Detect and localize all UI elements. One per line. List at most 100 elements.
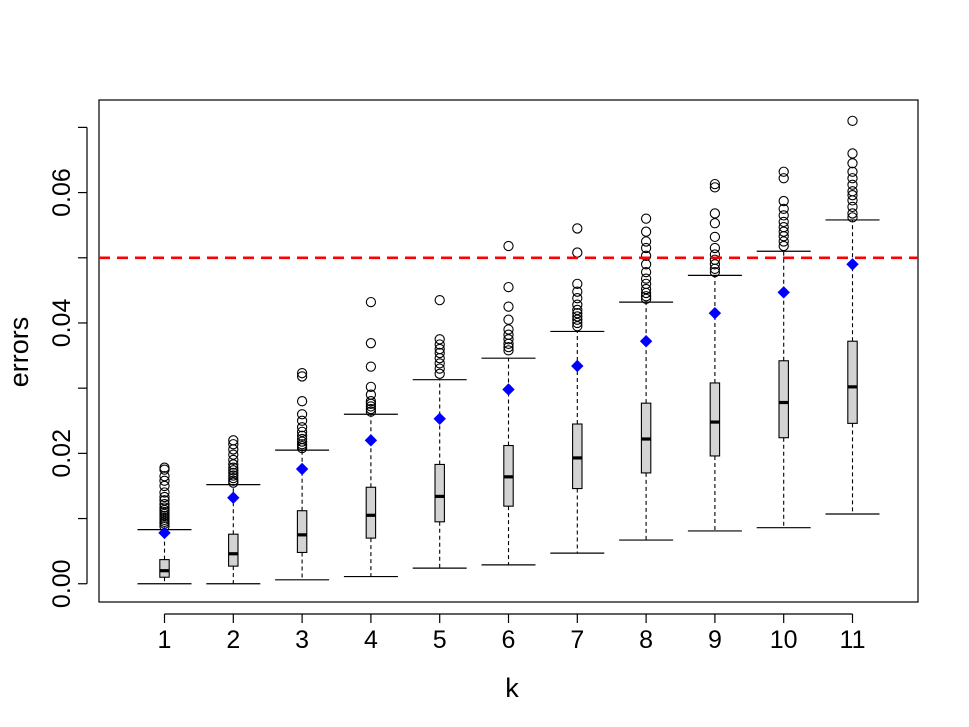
outlier-point [847,195,858,206]
outlier-point [709,259,721,270]
outlier-point [434,347,445,359]
outlier-point [778,221,789,233]
outlier-point [847,166,858,177]
outlier-point [296,415,308,426]
outlier-point [365,296,377,308]
outlier-point [640,283,652,295]
outlier-point [296,436,308,447]
outlier-point [847,179,858,190]
outlier-point [228,470,239,481]
outlier-point [228,435,239,446]
outlier-point [572,247,583,258]
outlier-point [503,324,514,335]
outlier-point [365,389,377,400]
outlier-point [159,504,170,516]
box-k1 [137,462,192,585]
outlier-point [434,363,445,374]
outlier-point [572,286,583,297]
outlier-point [228,467,239,479]
outlier-point [640,273,652,284]
outlier-point [572,308,583,319]
outlier-point [296,433,308,445]
outlier-point [778,210,789,221]
mean-marker [639,335,653,348]
outlier-point [572,304,583,316]
outlier-point [365,401,377,412]
outlier-point [434,368,445,379]
outlier-point [503,240,514,252]
mean-marker [158,526,171,540]
outlier-point [572,223,583,234]
iqr-box [228,533,239,567]
outlier-point [296,368,308,379]
outlier-point [159,471,170,482]
outlier-point [159,462,170,473]
x-tick-label: 8 [639,626,653,654]
outlier-point [709,242,721,254]
outlier-point [847,212,858,223]
iqr-box [709,382,721,457]
outlier-point [572,317,583,329]
outlier-point [640,278,652,289]
outlier-point [847,115,858,127]
outlier-point [296,426,308,437]
outlier-point [296,371,308,382]
outlier-point [296,409,308,420]
outlier-point [503,329,514,340]
x-axis: 1 2 3 4 5 6 7 8 9 10 11 [158,613,865,654]
outlier-point [365,338,377,349]
box-k7 [550,223,605,554]
mean-marker [227,491,240,504]
plot-frame [98,99,919,603]
outlier-point [434,353,445,364]
outlier-point [159,464,170,475]
x-tick-label: 10 [770,626,798,654]
outlier-point [847,190,858,201]
outlier-point [503,345,514,356]
outlier-point [709,249,721,260]
outlier-point [434,343,445,355]
outlier-point [296,422,308,433]
outlier-point [572,299,583,310]
mean-marker [708,306,722,320]
y-tick-label: 0.06 [48,168,76,217]
outlier-point [847,201,858,213]
x-tick-label: 2 [226,626,240,654]
x-tick-label: 6 [502,626,516,654]
mean-marker [502,383,515,396]
outlier-point [296,396,308,407]
y-axis: 0.00 0.02 0.04 0.06 [48,126,88,608]
outlier-point [228,475,239,486]
outlier-point [640,293,652,304]
mean-marker [846,258,859,271]
outlier-point [503,341,514,353]
outlier-point [709,254,721,265]
outlier-point [365,361,377,372]
outlier-point [434,294,445,306]
outlier-point [503,314,514,325]
outlier-point [778,166,789,177]
outlier-point [572,314,583,325]
box-k10 [756,166,811,529]
outlier-point [228,449,239,460]
outlier-point [640,250,652,261]
iqr-box [365,486,377,539]
outlier-point [434,358,445,369]
outlier-point [228,472,239,484]
outlier-point [847,208,858,219]
outlier-point [503,281,514,293]
box-k6 [481,240,536,566]
outlier-point [778,226,789,237]
outlier-point [640,213,652,224]
outlier-point [159,491,170,503]
mean-marker [295,462,309,476]
outlier-point [572,321,583,332]
outlier-point [228,444,239,455]
outlier-point [365,403,377,415]
y-tick-label: 0.02 [48,429,76,478]
outlier-point [228,454,239,466]
outlier-point [709,231,721,243]
box-k5 [412,294,467,569]
outlier-point [778,216,789,228]
